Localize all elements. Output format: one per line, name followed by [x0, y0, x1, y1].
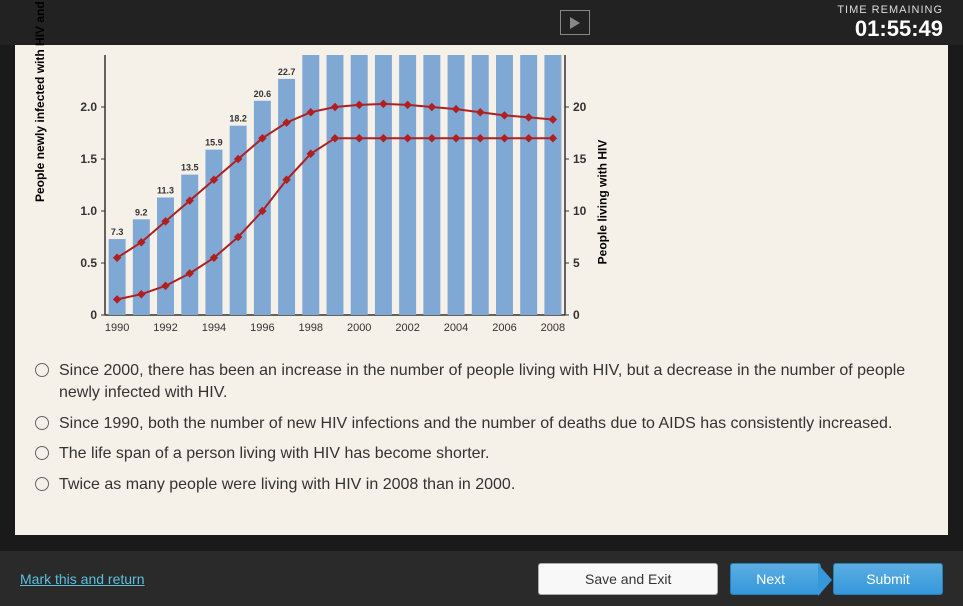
svg-text:2000: 2000	[347, 322, 371, 334]
option-text: Since 1990, both the number of new HIV i…	[59, 413, 892, 435]
svg-text:0: 0	[90, 308, 97, 322]
svg-text:1.0: 1.0	[80, 204, 97, 218]
svg-text:11.3: 11.3	[157, 185, 174, 195]
play-button[interactable]	[560, 10, 590, 35]
svg-text:13.5: 13.5	[181, 163, 199, 173]
footer-bar: Mark this and return Save and Exit Next …	[0, 551, 963, 606]
next-button[interactable]: Next	[730, 563, 821, 595]
svg-text:22.7: 22.7	[278, 67, 296, 77]
svg-text:20.6: 20.6	[254, 89, 272, 99]
svg-text:2006: 2006	[492, 322, 516, 334]
submit-button[interactable]: Submit	[833, 563, 943, 595]
svg-text:1996: 1996	[250, 322, 274, 334]
svg-text:15: 15	[573, 152, 587, 166]
option-d[interactable]: Twice as many people were living with HI…	[35, 474, 928, 496]
option-a[interactable]: Since 2000, there has been an increase i…	[35, 360, 928, 405]
svg-text:20: 20	[573, 100, 587, 114]
timer-label: TIME REMAINING	[837, 4, 943, 16]
radio-icon[interactable]	[35, 477, 49, 491]
save-exit-button[interactable]: Save and Exit	[538, 563, 718, 595]
svg-text:18.2: 18.2	[229, 114, 247, 124]
svg-text:1994: 1994	[202, 322, 226, 334]
chart: People newly infected with HIV and dea P…	[50, 45, 610, 345]
svg-text:15.9: 15.9	[205, 138, 223, 148]
answer-options: Since 2000, there has been an increase i…	[30, 360, 933, 496]
option-text: Since 2000, there has been an increase i…	[59, 360, 928, 405]
svg-text:2002: 2002	[395, 322, 419, 334]
svg-text:1.5: 1.5	[80, 152, 97, 166]
option-b[interactable]: Since 1990, both the number of new HIV i…	[35, 413, 928, 435]
radio-icon[interactable]	[35, 416, 49, 430]
svg-text:7.3: 7.3	[111, 227, 124, 237]
svg-text:10: 10	[573, 204, 587, 218]
radio-icon[interactable]	[35, 363, 49, 377]
svg-text:2.0: 2.0	[80, 100, 97, 114]
svg-text:0.5: 0.5	[80, 256, 97, 270]
svg-text:1990: 1990	[105, 322, 129, 334]
timer-value: 01:55:49	[837, 16, 943, 42]
timer: TIME REMAINING 01:55:49	[837, 4, 943, 42]
option-text: Twice as many people were living with HI…	[59, 474, 515, 496]
svg-text:5: 5	[573, 256, 580, 270]
left-axis-label: People newly infected with HIV and dea	[33, 0, 47, 202]
content-area: People newly infected with HIV and dea P…	[15, 45, 948, 535]
svg-text:1992: 1992	[153, 322, 177, 334]
svg-text:2008: 2008	[541, 322, 565, 334]
chart-svg: 0 0.5 1.0 1.5 2.0 0 5 10 15 20 1990 1992 1994 1996 199…	[50, 45, 610, 345]
radio-icon[interactable]	[35, 446, 49, 460]
option-c[interactable]: The life span of a person living with HI…	[35, 443, 928, 465]
svg-text:0: 0	[573, 308, 580, 322]
mark-return-link[interactable]: Mark this and return	[20, 571, 145, 587]
svg-text:9.2: 9.2	[135, 207, 148, 217]
top-bar: TIME REMAINING 01:55:49	[0, 0, 963, 45]
svg-text:2004: 2004	[444, 322, 468, 334]
option-text: The life span of a person living with HI…	[59, 443, 489, 465]
svg-text:1998: 1998	[299, 322, 323, 334]
